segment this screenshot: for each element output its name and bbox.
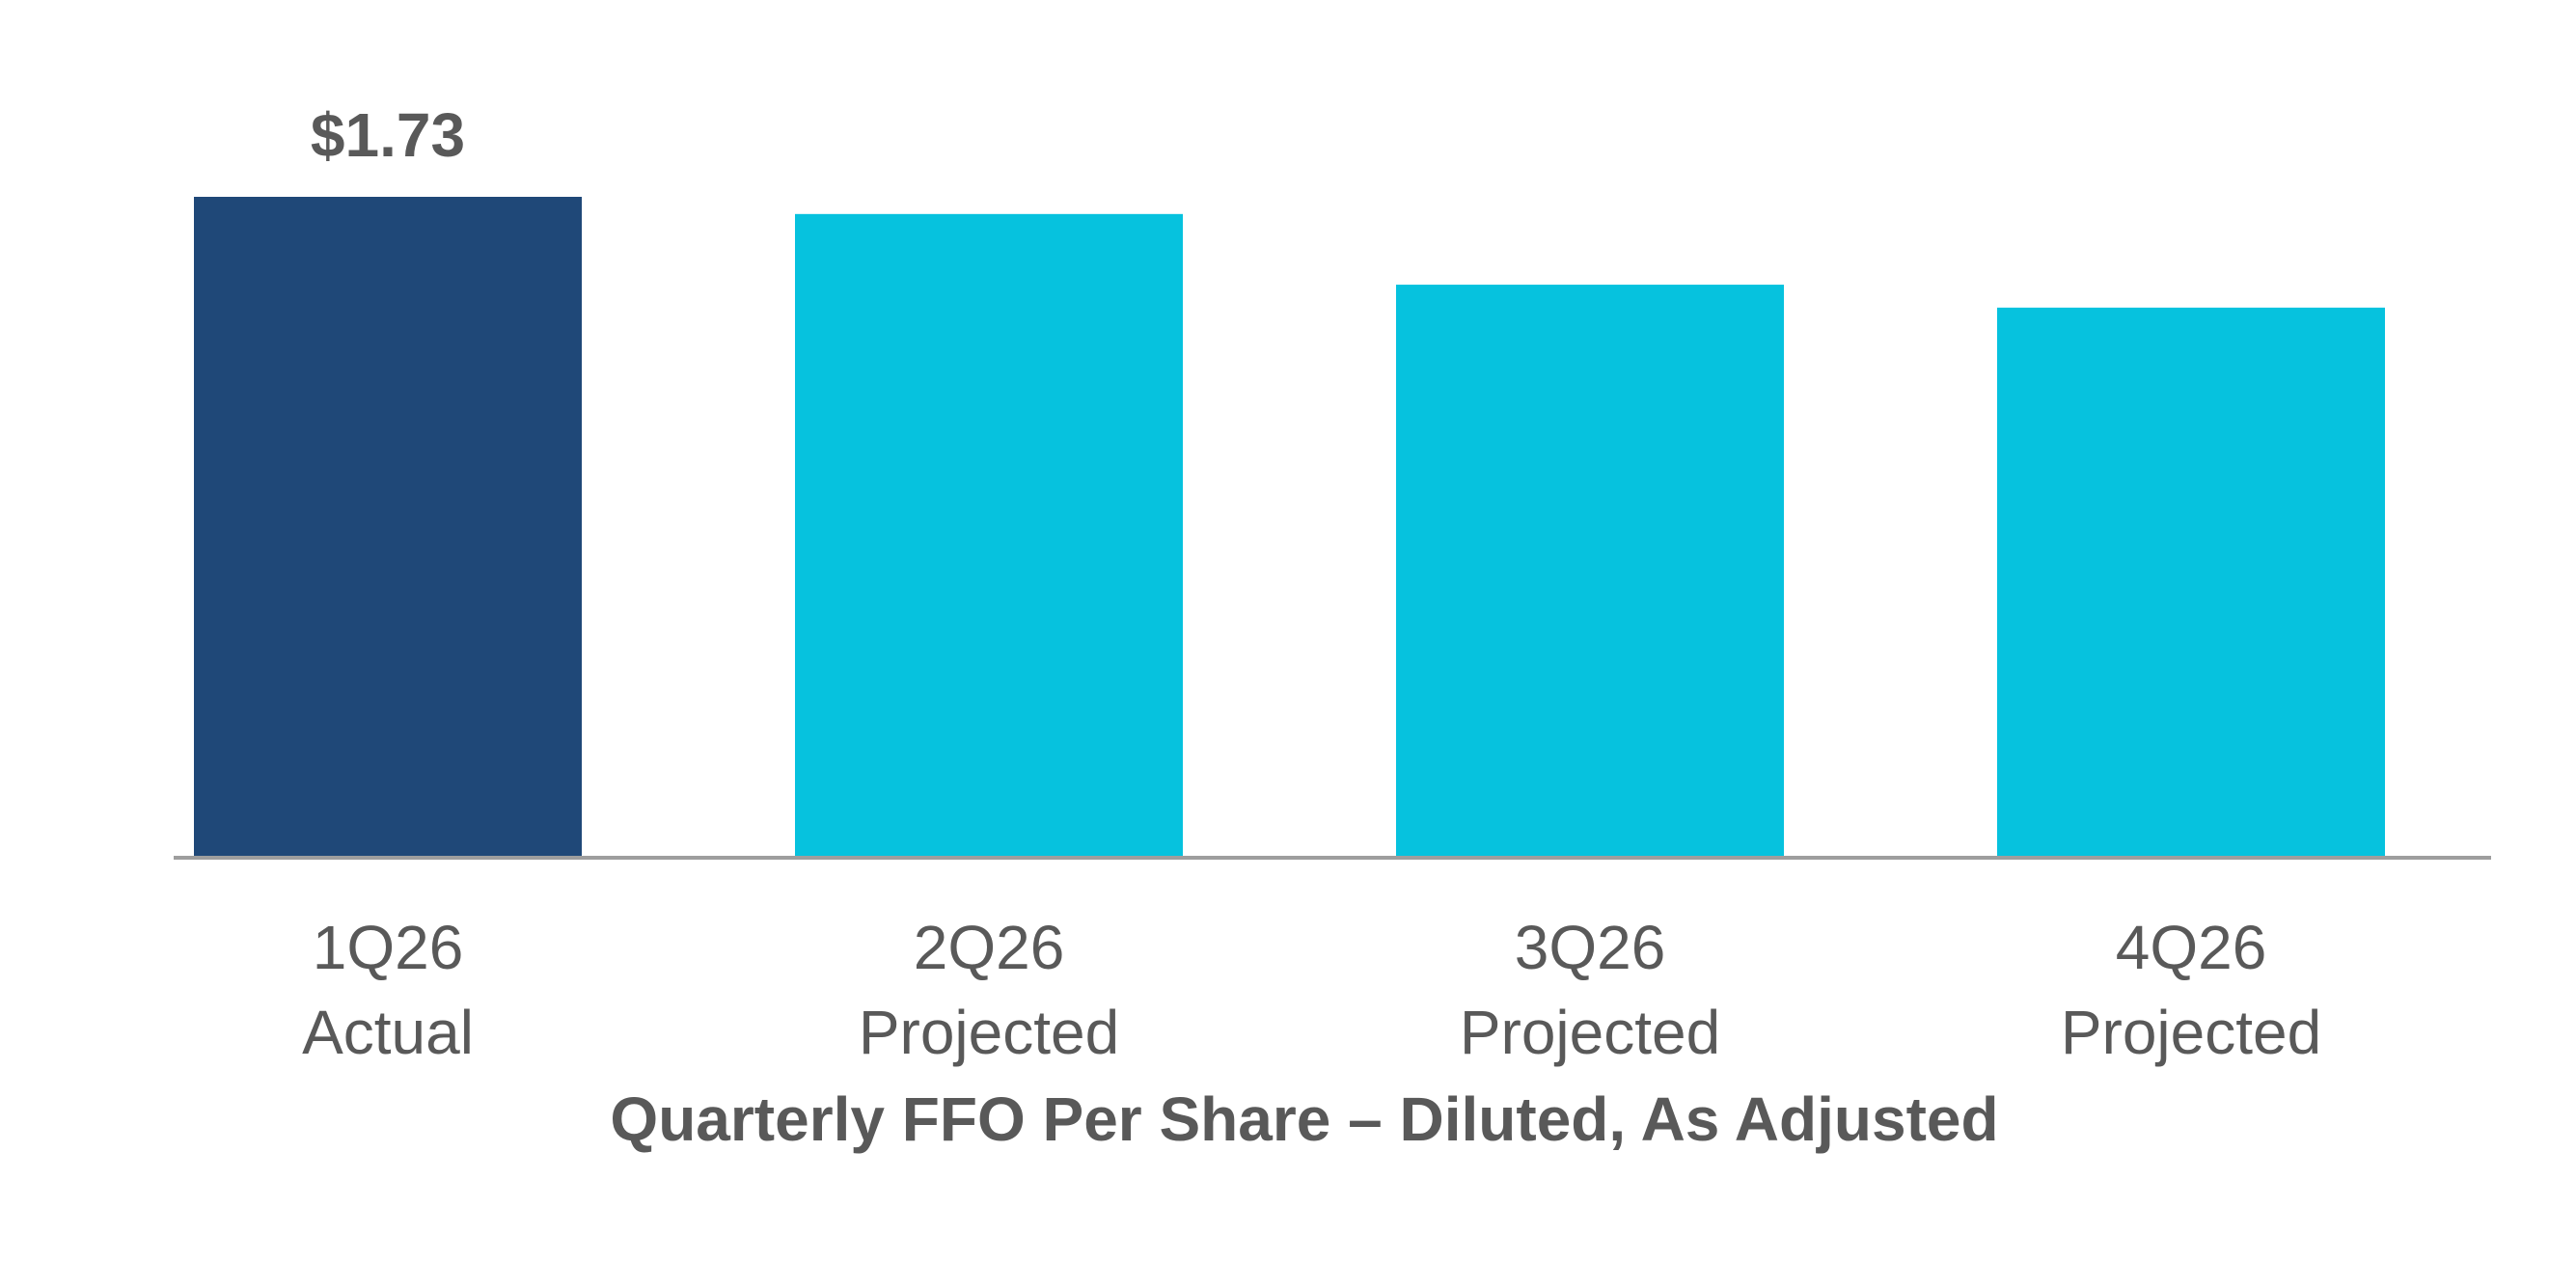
bar-3q26 [1396, 285, 1784, 859]
x-tick-label-3q26-status: Projected [1460, 998, 1720, 1067]
x-tick-label-1q26-period: 1Q26 [313, 913, 464, 982]
x-tick-label-3q26-period: 3Q26 [1515, 913, 1666, 982]
bar-4q26 [1997, 307, 2385, 858]
x-tick-label-2q26-period: 2Q26 [914, 913, 1065, 982]
data-label-1q26: $1.73 [311, 100, 465, 170]
data-labels-group: $1.73 [311, 100, 465, 170]
x-tick-label-2q26-status: Projected [859, 998, 1119, 1067]
chart-title: Quarterly FFO Per Share – Diluted, As Ad… [610, 1084, 1998, 1154]
x-tick-label-1q26-status: Actual [302, 998, 474, 1067]
bar-1q26 [194, 197, 582, 858]
bar-2q26 [795, 213, 1183, 858]
x-tick-label-4q26-status: Projected [2061, 998, 2321, 1067]
x-tick-labels-group: 1Q26 Actual 2Q26 Projected 3Q26 Projected 4Q26… [302, 913, 2321, 1067]
x-tick-label-4q26-period: 4Q26 [2116, 913, 2267, 982]
bars-group [194, 197, 2385, 859]
